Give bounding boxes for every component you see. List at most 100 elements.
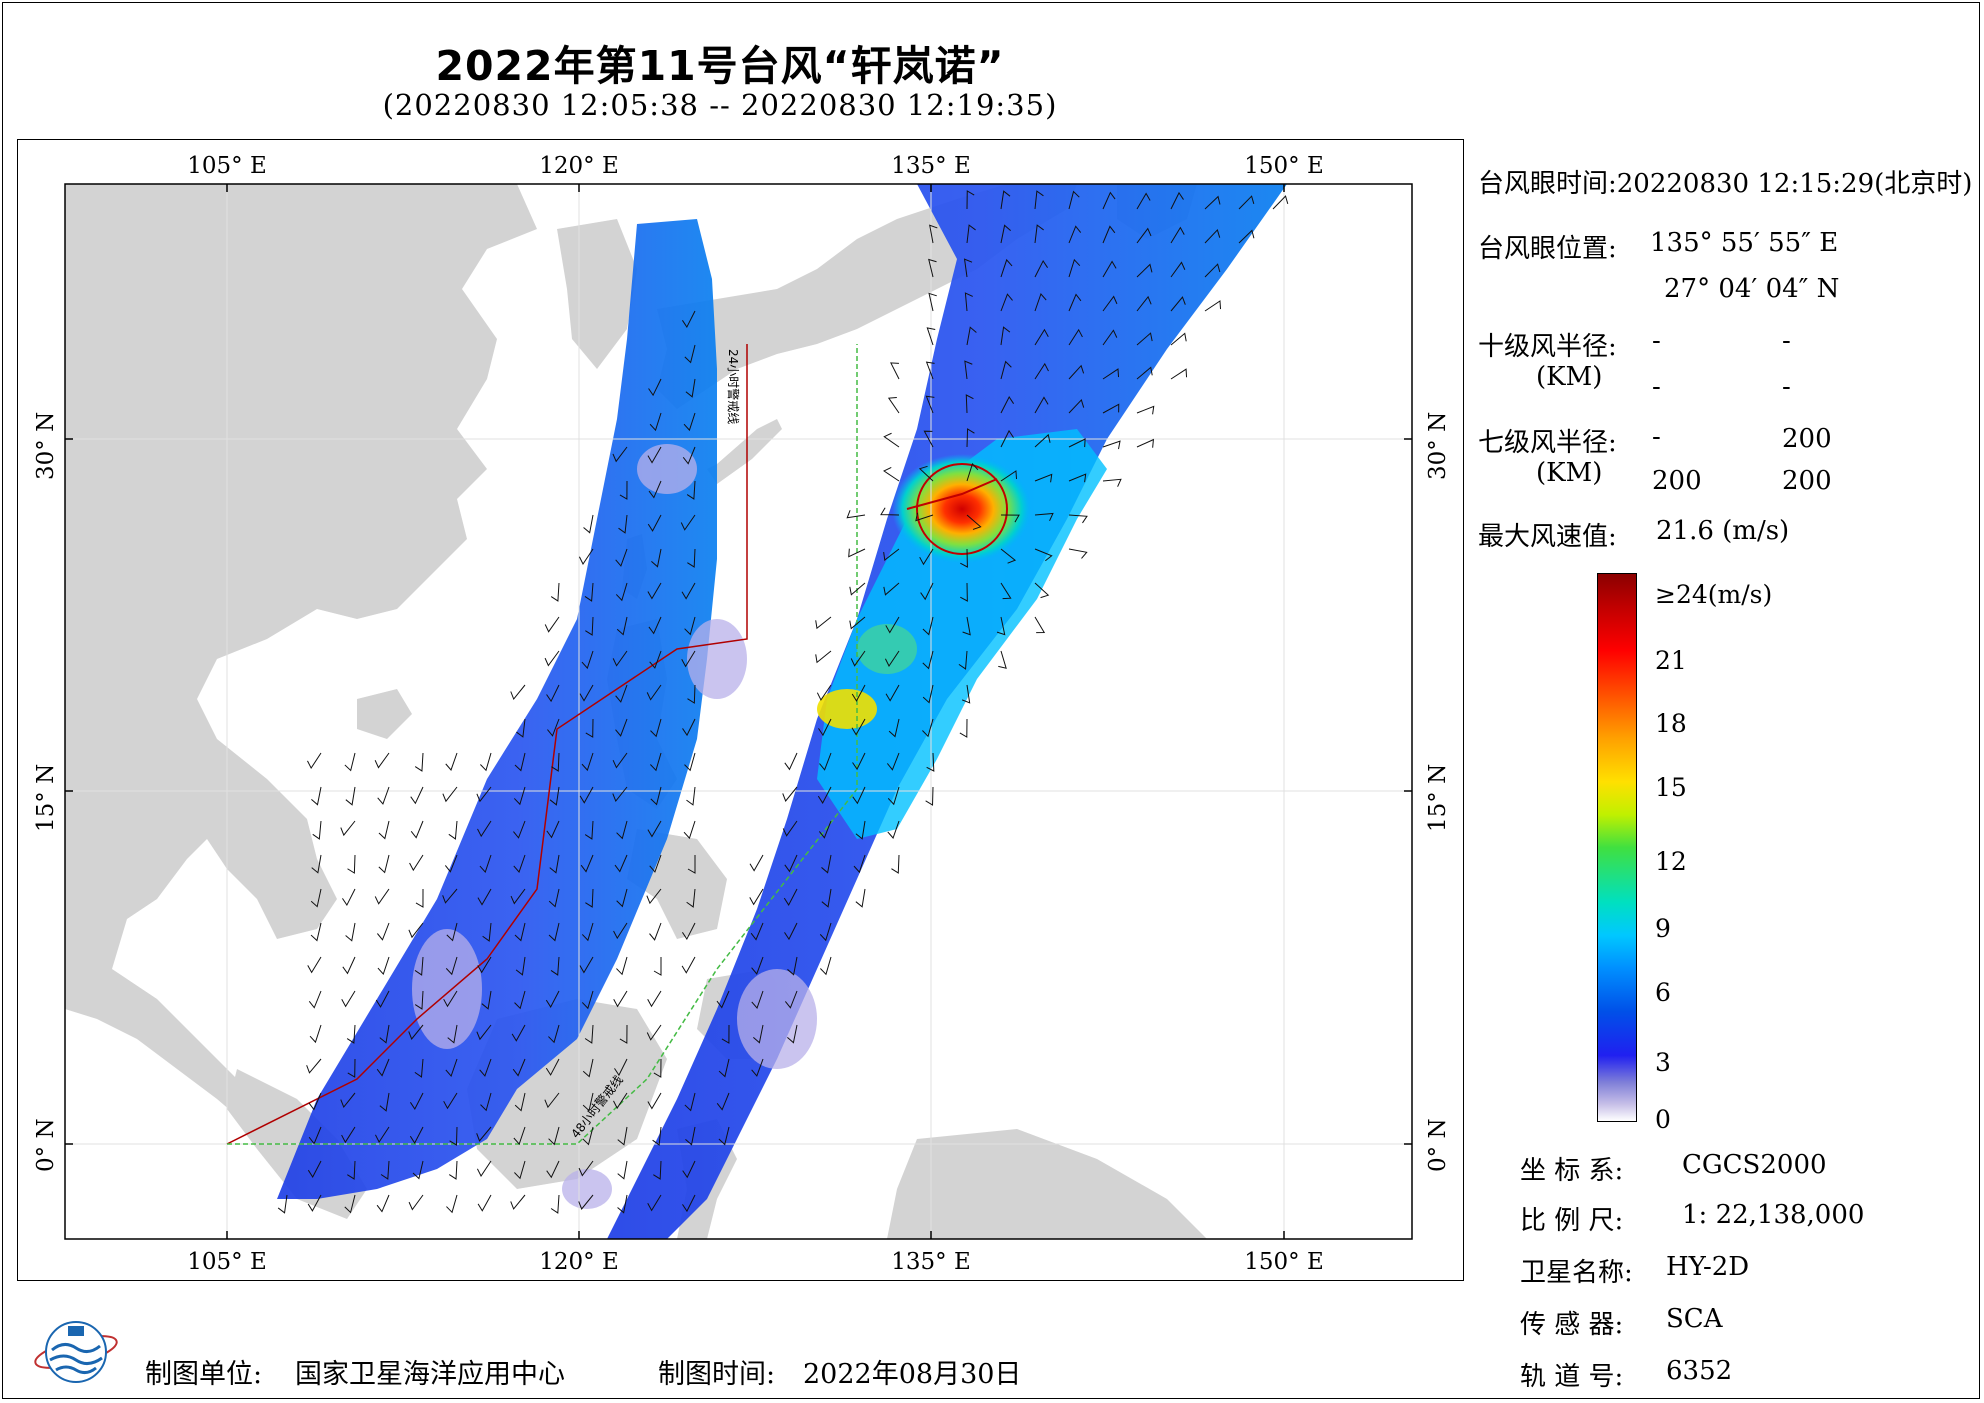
wind-barb (683, 820, 696, 840)
wind-barb (1034, 582, 1050, 599)
wind-barb (964, 360, 973, 380)
wind-barb (782, 786, 798, 802)
wind-barb (476, 786, 492, 803)
wind-barb (1000, 582, 1012, 600)
wind-barb (310, 888, 322, 908)
wind-barb (684, 752, 696, 772)
wind-barb (614, 854, 628, 873)
wind-barb (347, 1058, 356, 1078)
wind-barb (443, 1092, 458, 1110)
wind-barb (787, 956, 798, 976)
wind-barb (408, 1194, 424, 1211)
wind-barb (996, 616, 1006, 636)
wind-barb (649, 412, 662, 432)
wind-barb (510, 888, 526, 905)
wind-barb (616, 888, 628, 908)
wind-barb (375, 1126, 390, 1144)
wind-barb (1204, 228, 1221, 244)
wind-barb (884, 650, 900, 667)
wind-barb (619, 480, 628, 500)
lat-label-left-0: 0° N (33, 1118, 59, 1172)
wind-barb (1000, 548, 1017, 564)
wind-barb (683, 412, 696, 432)
lon-label-bottom-105: 105° E (187, 1249, 267, 1275)
wind-barb (925, 395, 935, 414)
low-wind-patches (412, 444, 817, 1209)
wind-barb (853, 854, 866, 874)
wind-barb (1034, 433, 1051, 448)
wind-barb (345, 922, 356, 942)
wind-barb (751, 990, 764, 1009)
wind-barb (928, 292, 937, 312)
wind-barb (682, 446, 696, 465)
wind-barb (1068, 225, 1082, 244)
r7-unit: (KM) (1536, 458, 1603, 488)
wind-barb (964, 292, 973, 312)
wind-barb (885, 616, 900, 634)
wind-barb (1068, 258, 1081, 278)
wind-barb (548, 888, 560, 908)
wind-barb (1102, 440, 1121, 450)
wind-barb (545, 1058, 560, 1076)
wind-barb (816, 684, 832, 701)
wind-barb (687, 548, 696, 568)
wind-barb (546, 820, 560, 839)
typhoon-radius-circle (916, 463, 1008, 555)
wind-barb (1034, 259, 1048, 278)
wind-barb (880, 507, 900, 516)
wind-barb (647, 514, 662, 532)
wind-barb (686, 786, 696, 806)
wind-barb (1170, 226, 1185, 244)
wind-barb (646, 684, 662, 701)
wind-barb (442, 888, 458, 904)
wind-barb (582, 1092, 594, 1112)
producer-value: 国家卫星海洋应用中心 (295, 1359, 565, 1390)
wind-barb (312, 820, 322, 840)
wind-barb (966, 326, 977, 346)
wind-barb (617, 1126, 628, 1146)
new-guinea (887, 1129, 1207, 1239)
wind-barb (308, 990, 322, 1009)
wind-barb (1068, 473, 1087, 483)
wind-barb (379, 1024, 390, 1044)
wind-barb (445, 956, 458, 976)
wind-barbs (277, 190, 1289, 1214)
wind-barb (684, 616, 696, 636)
wind-barb (581, 752, 594, 772)
wind-barb (379, 1092, 390, 1112)
wind-barb (514, 990, 526, 1010)
wind-barb (922, 718, 934, 738)
wind-barb (1068, 514, 1088, 524)
wind-barb (511, 1024, 526, 1042)
wind-barb (581, 990, 594, 1010)
wind-barb (753, 1024, 764, 1044)
wind-barb (512, 1058, 526, 1077)
wind-barb (920, 582, 934, 601)
wind-barb (685, 1126, 696, 1146)
wind-barb (513, 1126, 526, 1146)
wind-barb (480, 752, 492, 772)
wind-barb (887, 396, 900, 414)
wind-barb (1068, 328, 1083, 346)
wind-barb (1170, 332, 1187, 346)
wind-barb (277, 1194, 288, 1214)
r7-value-se: 200 (1782, 424, 1832, 454)
lon-label-top-105: 105° E (187, 153, 267, 179)
wind-barb (378, 820, 390, 840)
wind-barb (374, 752, 390, 769)
wind-barb (650, 718, 662, 738)
wind-barb (376, 1058, 390, 1077)
korea-peninsula (557, 219, 637, 369)
wind-barb (374, 888, 390, 905)
wind-barb (965, 394, 974, 414)
wind-barb (749, 854, 764, 872)
wind-barb (513, 820, 526, 839)
wind-barb (584, 820, 594, 840)
wind-barb (310, 922, 322, 942)
swath-left (277, 219, 717, 1199)
wind-barb (1068, 438, 1086, 448)
wind-barb (1034, 362, 1049, 380)
wind-barb (648, 616, 662, 635)
wind-barb (784, 990, 798, 1009)
wind-barb (377, 922, 390, 941)
